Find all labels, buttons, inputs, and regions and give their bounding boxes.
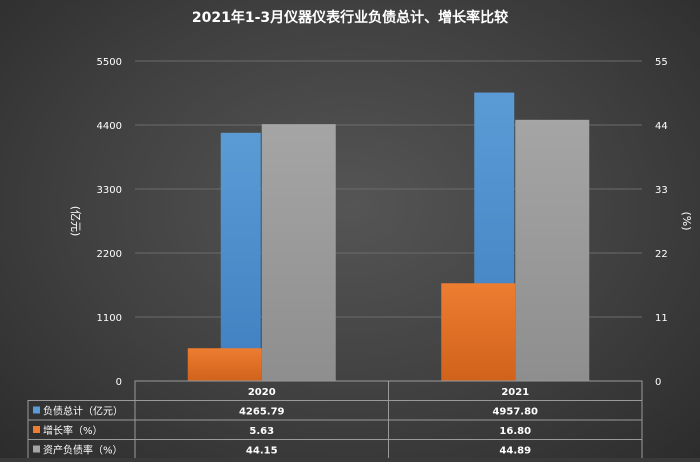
y-tick-left: 4400 <box>97 121 122 132</box>
bar-growth-rate <box>441 283 516 381</box>
y-tick-left: 1100 <box>97 313 122 324</box>
y-tick-right: 22 <box>655 249 668 260</box>
data-label: 44.15 <box>246 446 278 457</box>
data-label: 44.89 <box>499 446 531 457</box>
legend-label: 增长率（%） <box>43 424 103 437</box>
y-tick-left: 5500 <box>97 57 122 68</box>
y-tick-left: 0 <box>116 377 122 388</box>
legend-key <box>33 406 40 414</box>
y-tick-right: 44 <box>655 121 668 132</box>
x-tick-label: 2021 <box>501 387 529 398</box>
legend-key <box>33 445 40 453</box>
y-tick-left: 2200 <box>97 249 122 260</box>
data-label: 4265.79 <box>239 407 285 418</box>
data-label: 4957.80 <box>492 407 538 418</box>
bar-asset-liability-ratio <box>261 124 336 382</box>
chart-title: 2021年1-3月仪器仪表行业负债总计、增长率比较 <box>192 9 508 26</box>
data-label: 5.63 <box>249 426 274 437</box>
y-tick-right: 55 <box>655 57 668 68</box>
y-tick-right: 0 <box>655 377 661 388</box>
legend-label: 负债总计（亿元） <box>43 405 123 418</box>
bar-debt-total <box>220 132 261 381</box>
legend-label: 资产负债率（%） <box>43 444 123 457</box>
x-tick-label: 2020 <box>248 387 276 398</box>
y-tick-right: 11 <box>655 313 668 324</box>
data-label: 16.80 <box>499 426 531 437</box>
y-axis-label-right: (%) <box>680 211 693 230</box>
bar-growth-rate <box>187 348 262 381</box>
bar-asset-liability-ratio <box>515 119 590 382</box>
y-axis-label-left: (亿元) <box>69 206 82 237</box>
y-tick-right: 33 <box>655 185 668 196</box>
legend-key <box>33 426 40 433</box>
y-tick-left: 3300 <box>97 185 122 196</box>
